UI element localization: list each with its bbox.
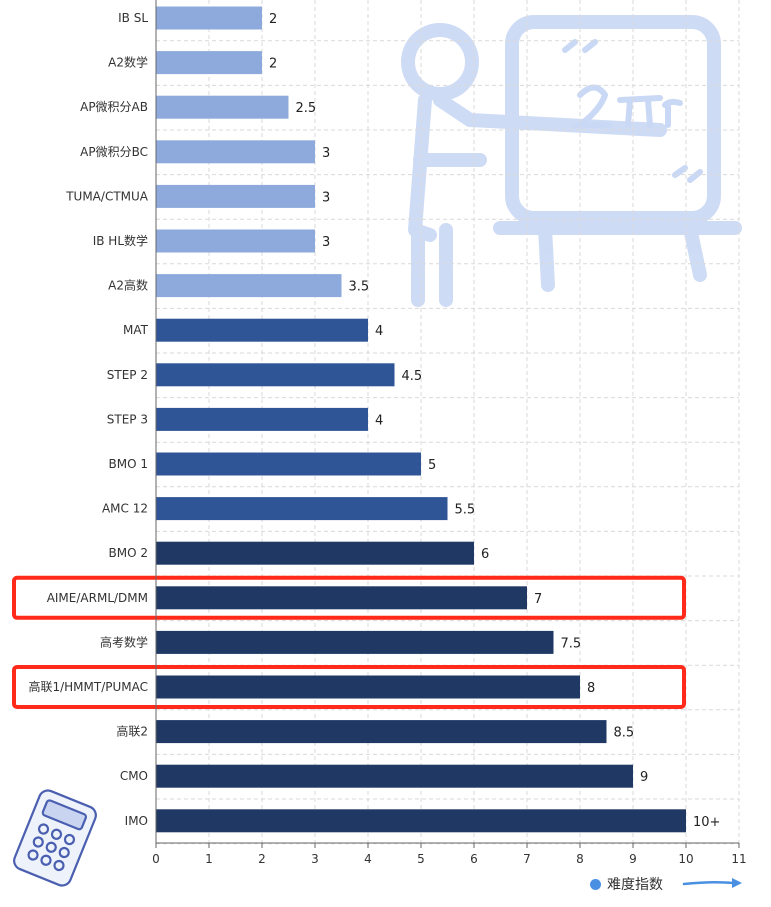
value-label: 8.5 bbox=[614, 726, 635, 741]
value-label: 3 bbox=[322, 235, 330, 250]
value-label: 4 bbox=[375, 413, 383, 428]
x-tick-label: 8 bbox=[576, 852, 584, 866]
x-tick-label: 9 bbox=[629, 852, 637, 866]
x-axis: 0 1 2 3 4 5 6 7 8 9 10 11 bbox=[152, 0, 747, 866]
category-label: BMO 2 bbox=[109, 546, 148, 560]
category-label: A2数学 bbox=[108, 55, 148, 70]
bars bbox=[156, 6, 686, 833]
category-label: IB HL数学 bbox=[93, 233, 148, 248]
value-label: 8 bbox=[587, 681, 595, 696]
bar[interactable] bbox=[156, 541, 474, 565]
legend[interactable]: 难度指数 bbox=[590, 874, 663, 894]
bar[interactable] bbox=[156, 452, 421, 476]
highlight-box bbox=[12, 665, 686, 709]
bar[interactable] bbox=[156, 407, 368, 431]
value-label: 2 bbox=[269, 12, 277, 27]
value-label: 5.5 bbox=[455, 503, 476, 518]
value-labels: 2 2 2.5 3 3 3 3.5 4 4.5 4 5 5.5 6 7 7.5 8 8.5 9 10+ bbox=[269, 12, 720, 830]
value-label: 4.5 bbox=[402, 369, 423, 384]
category-label: IB SL bbox=[118, 11, 148, 25]
category-label: 高考数学 bbox=[100, 634, 148, 649]
category-label: 高联1/HMMT/PUMAC bbox=[28, 679, 148, 694]
category-label: CMO bbox=[120, 769, 148, 783]
value-label: 7 bbox=[534, 592, 542, 607]
category-label: MAT bbox=[123, 323, 149, 337]
legend-swatch bbox=[590, 878, 601, 890]
category-labels: IB SL A2数学 AP微积分AB AP微积分BC TUMA/CTMUA IB HL数学… bbox=[28, 11, 148, 828]
bar[interactable] bbox=[156, 675, 580, 699]
category-label: 高联2 bbox=[116, 724, 148, 739]
value-label: 4 bbox=[375, 324, 383, 339]
bar[interactable] bbox=[156, 497, 448, 521]
category-label: STEP 3 bbox=[107, 412, 148, 426]
value-label: 10+ bbox=[693, 815, 720, 830]
x-tick-label: 7 bbox=[523, 852, 531, 866]
value-label: 3 bbox=[322, 146, 330, 161]
bar[interactable] bbox=[156, 51, 262, 75]
category-label: AP微积分BC bbox=[80, 145, 148, 159]
value-label: 3 bbox=[322, 190, 330, 205]
value-label: 2.5 bbox=[296, 101, 317, 116]
x-tick-label: 6 bbox=[470, 852, 478, 866]
highlight-box bbox=[12, 575, 686, 620]
x-tick-label: 3 bbox=[311, 852, 319, 866]
whiteboard-text-decoration bbox=[562, 39, 703, 183]
value-label: 5 bbox=[428, 458, 436, 473]
bar[interactable] bbox=[156, 720, 607, 744]
calculator-icon bbox=[13, 789, 97, 887]
category-label: TUMA/CTMUA bbox=[65, 189, 149, 203]
bar[interactable] bbox=[156, 229, 315, 253]
x-tick-label: 10 bbox=[678, 852, 693, 866]
category-label: IMO bbox=[125, 814, 148, 828]
bar[interactable] bbox=[156, 586, 527, 610]
bar[interactable] bbox=[156, 6, 262, 30]
bar[interactable] bbox=[156, 318, 368, 342]
bar[interactable] bbox=[156, 764, 633, 788]
category-label: BMO 1 bbox=[109, 457, 148, 471]
teacher-whiteboard-illustration bbox=[401, 15, 742, 307]
bar[interactable] bbox=[156, 630, 554, 654]
highlight-boxes bbox=[12, 575, 686, 709]
bar[interactable] bbox=[156, 363, 395, 387]
value-label: 3.5 bbox=[349, 280, 370, 295]
bar[interactable] bbox=[156, 184, 315, 208]
value-label: 7.5 bbox=[561, 636, 582, 651]
bar[interactable] bbox=[156, 95, 289, 119]
x-tick-label: 11 bbox=[731, 852, 746, 866]
x-tick-label: 4 bbox=[364, 852, 372, 866]
x-tick-label: 0 bbox=[152, 852, 160, 866]
value-label: 9 bbox=[640, 770, 648, 785]
bar[interactable] bbox=[156, 140, 315, 164]
value-label: 6 bbox=[481, 547, 489, 562]
arrow-icon bbox=[682, 878, 742, 888]
x-tick-label: 5 bbox=[417, 852, 425, 866]
category-label: AIME/ARML/DMM bbox=[47, 591, 148, 605]
category-label: AP微积分AB bbox=[80, 100, 148, 114]
x-tick-label: 1 bbox=[205, 852, 213, 866]
bar[interactable] bbox=[156, 809, 686, 833]
bar[interactable] bbox=[156, 274, 342, 298]
value-label: 2 bbox=[269, 57, 277, 72]
category-label: STEP 2 bbox=[107, 368, 148, 382]
x-tick-label: 2 bbox=[258, 852, 266, 866]
category-label: A2高数 bbox=[108, 278, 148, 293]
legend-label: 难度指数 bbox=[607, 877, 663, 893]
category-label: AMC 12 bbox=[102, 502, 148, 516]
